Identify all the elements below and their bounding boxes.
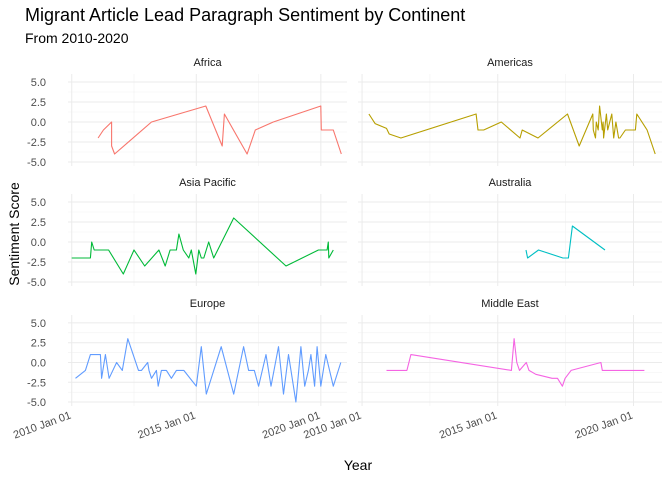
chart-subtitle: From 2010-2020: [25, 30, 129, 46]
y-tick-label: -5.0: [27, 157, 46, 169]
x-tick-label: 2020 Jan 01: [574, 410, 635, 442]
y-tick-label: -5.0: [27, 397, 46, 409]
series-line-middle-east: [386, 338, 645, 387]
facet-label-middle-east: Middle East: [481, 298, 538, 310]
panel-americas: Americas: [358, 57, 662, 166]
series-line-asia-pacific: [71, 217, 334, 275]
panel-africa: Africa -5.0 -2.5 0.0 2.5 5.0: [27, 57, 347, 169]
facet-label-americas: Americas: [487, 57, 533, 69]
series-line-africa: [97, 105, 342, 155]
x-tick-label: 2010 Jan 01: [12, 410, 73, 442]
y-tick-label: 2.5: [31, 97, 46, 109]
y-tick-label: 0.0: [31, 237, 46, 249]
panel-europe: Europe -5.0 -2.5 0.0 2.5 5.0 2010 Jan 01 2015 J…: [12, 298, 347, 442]
facet-label-australia: Australia: [489, 177, 533, 189]
series-line-americas: [368, 105, 656, 155]
y-tick-label: 0.0: [31, 117, 46, 129]
y-tick-label: 5.0: [31, 318, 46, 330]
facet-label-asia-pacific: Asia Pacific: [179, 177, 236, 189]
panel-asia-pacific: Asia Pacific -5.0 -2.5 0.0 2.5 5.0: [27, 177, 347, 289]
y-axis-title: Sentiment Score: [6, 182, 22, 286]
panel-australia: Australia: [358, 177, 662, 286]
series-line-europe: [75, 338, 342, 403]
y-tick-label: -5.0: [27, 277, 46, 289]
y-tick-label: -2.5: [27, 377, 46, 389]
y-tick-label: 5.0: [31, 197, 46, 209]
chart-title: Migrant Article Lead Paragraph Sentiment…: [25, 5, 465, 25]
y-tick-label: 0.0: [31, 357, 46, 369]
y-tick-label: -2.5: [27, 137, 46, 149]
x-tick-label: 2015 Jan 01: [136, 410, 197, 442]
series-line-australia: [525, 225, 606, 259]
facet-panels: Africa -5.0 -2.5 0.0 2.5 5.0 Americas Asia Paci…: [12, 57, 662, 442]
y-tick-label: 2.5: [31, 217, 46, 229]
x-axis-title: Year: [344, 457, 373, 473]
facet-label-africa: Africa: [193, 57, 222, 69]
y-tick-label: 5.0: [31, 77, 46, 89]
facet-label-europe: Europe: [190, 298, 225, 310]
y-tick-label: 2.5: [31, 338, 46, 350]
y-tick-label: -2.5: [27, 257, 46, 269]
x-tick-label: 2015 Jan 01: [438, 410, 499, 442]
